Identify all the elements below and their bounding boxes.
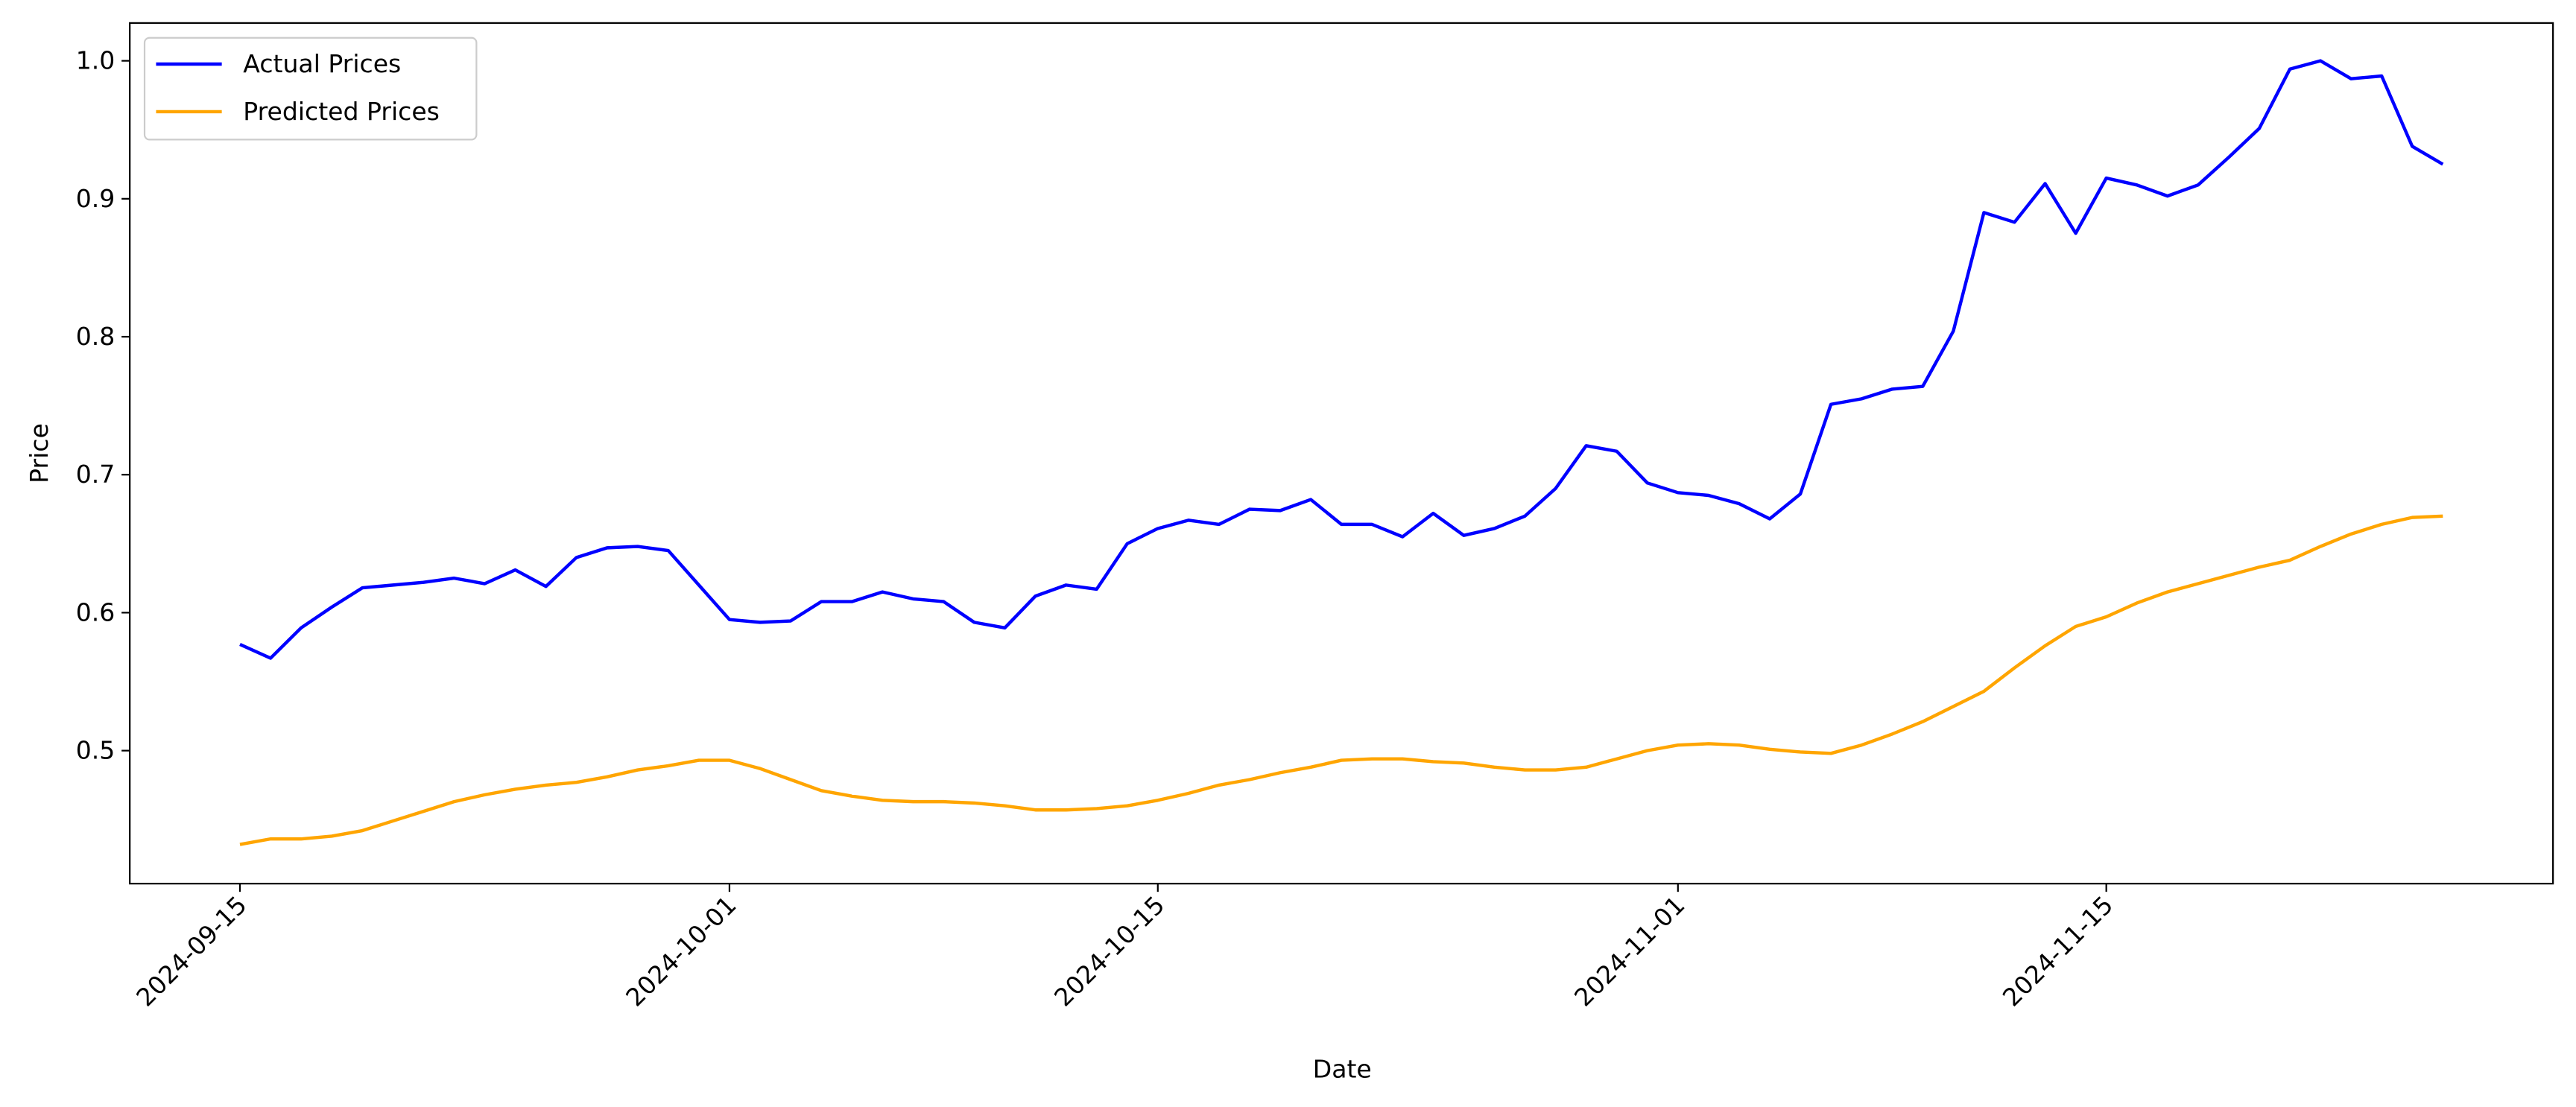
y-tick-label: 0.6 xyxy=(76,597,115,627)
legend-label: Predicted Prices xyxy=(243,97,440,126)
line-series xyxy=(239,514,2443,846)
legend-box xyxy=(143,37,478,141)
y-tick-label: 0.8 xyxy=(76,322,115,351)
y-tick-label: 0.5 xyxy=(76,736,115,765)
x-axis-label: Date xyxy=(1313,1054,1372,1083)
y-tick-label: 0.7 xyxy=(76,460,115,489)
legend: Actual Prices Predicted Prices xyxy=(143,37,478,141)
y-tick-label: 0.9 xyxy=(76,184,115,213)
y-tick-label: 1.0 xyxy=(76,46,115,75)
line-series xyxy=(239,59,2444,660)
plot-frame xyxy=(129,22,2554,885)
legend-label: Actual Prices xyxy=(243,49,401,78)
y-axis-label: Price xyxy=(25,423,54,483)
